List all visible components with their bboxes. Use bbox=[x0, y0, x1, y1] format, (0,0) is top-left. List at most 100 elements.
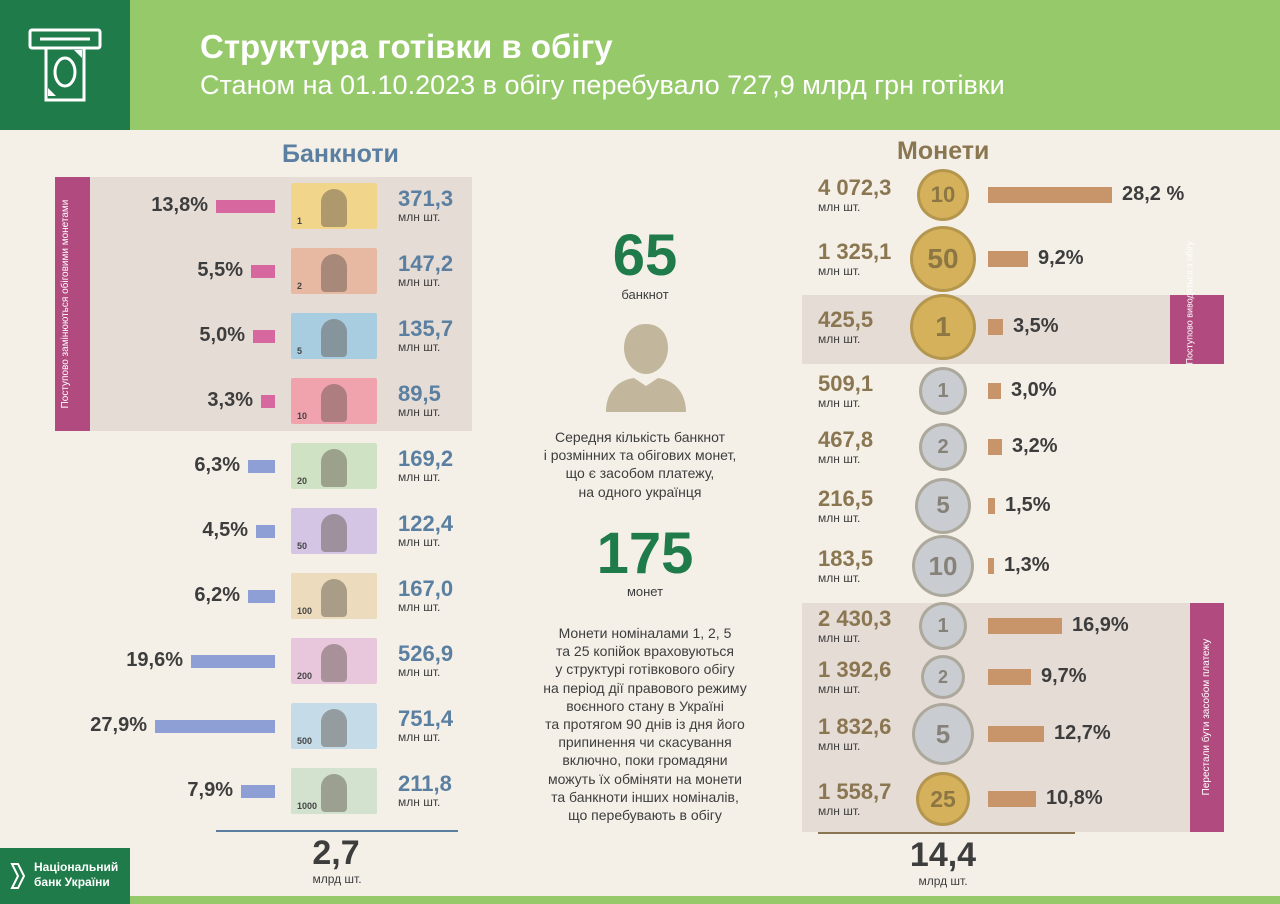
coin-count: 216,5 bbox=[818, 486, 874, 511]
banknote-portrait bbox=[321, 709, 347, 747]
coin-count-unit: млн шт. bbox=[818, 804, 861, 818]
banknote-count-unit: млн шт. bbox=[398, 535, 441, 549]
coins-total: 14,4 bbox=[909, 836, 977, 874]
coin-share: 10,8% bbox=[1046, 787, 1103, 809]
coin-count: 1 558,7 bbox=[818, 779, 892, 804]
coin-share: 12,7% bbox=[1054, 722, 1111, 744]
coin-image: 5 bbox=[915, 478, 971, 534]
banknote-count-unit: млн шт. bbox=[398, 665, 441, 679]
coins-total-line bbox=[818, 832, 1075, 834]
coin-share: 9,2% bbox=[1038, 247, 1084, 269]
notes-per-person-label: банкнот bbox=[621, 287, 669, 302]
coin-bar bbox=[988, 383, 1001, 399]
coin-count: 2 430,3 bbox=[818, 606, 892, 631]
banknote-count-unit: млн шт. bbox=[398, 405, 441, 419]
coin-bar bbox=[988, 669, 1031, 685]
coin-count: 1 392,6 bbox=[818, 657, 892, 682]
banknote-image: 1 bbox=[291, 183, 377, 229]
coin-count: 183,5 bbox=[818, 546, 874, 571]
banknote-denomination: 2 bbox=[297, 281, 303, 291]
banknotes-total-unit: млрд шт. bbox=[312, 872, 362, 886]
coins-ceased-label: Перестали бути засобом платежу bbox=[1201, 638, 1212, 796]
coin-share: 16,9% bbox=[1072, 614, 1129, 636]
page-subtitle: Станом на 01.10.2023 в обігу перебувало … bbox=[200, 70, 1005, 100]
footer-org-name: Національний банк України bbox=[34, 860, 119, 889]
banknote-denomination: 5 bbox=[297, 346, 303, 356]
banknote-bar bbox=[253, 330, 275, 343]
coin-share: 3,0% bbox=[1011, 379, 1057, 401]
banknote-share: 6,2% bbox=[194, 584, 240, 606]
average-description: Середня кількість банкнот і розмінних та… bbox=[543, 429, 737, 500]
banknote-share: 3,3% bbox=[207, 389, 253, 411]
coin-image: 10 bbox=[912, 535, 974, 597]
banknote-denomination: 50 bbox=[297, 541, 308, 551]
banknote-portrait bbox=[321, 319, 347, 357]
banknote-count-unit: млн шт. bbox=[398, 210, 441, 224]
banknote-bar bbox=[256, 525, 275, 538]
banknote-count: 135,7 bbox=[398, 316, 454, 341]
nbu-logo-icon bbox=[10, 863, 26, 889]
coin-bar bbox=[988, 439, 1002, 455]
banknote-share: 5,0% bbox=[199, 324, 245, 346]
coins-withdrawn-panel bbox=[802, 295, 1224, 364]
banknote-share: 13,8% bbox=[151, 194, 208, 216]
banknote-count-unit: млн шт. bbox=[398, 600, 441, 614]
coin-image: 10 bbox=[917, 169, 969, 221]
banknote-bar bbox=[251, 265, 275, 278]
banknote-portrait bbox=[321, 514, 347, 552]
banknote-count-unit: млн шт. bbox=[398, 730, 441, 744]
logo-box bbox=[0, 0, 130, 130]
coin-bar bbox=[988, 187, 1112, 203]
banknotes-replaced-band bbox=[55, 177, 90, 431]
footer-bar bbox=[130, 896, 1280, 904]
coin-image: 50 bbox=[910, 226, 976, 292]
footer-logo-box: Національний банк України bbox=[0, 848, 130, 904]
person-icon bbox=[606, 324, 686, 412]
banknote-image: 100 bbox=[291, 573, 377, 619]
notes-per-person: 65 bbox=[612, 223, 678, 288]
banknote-count: 211,8 bbox=[398, 771, 452, 796]
banknote-image: 2 bbox=[291, 248, 377, 294]
coin-image: 25 bbox=[916, 772, 970, 826]
banknote-count: 169,2 bbox=[398, 446, 454, 471]
coin-count-unit: млн шт. bbox=[818, 631, 861, 645]
page-title: Структура готівки в обігу bbox=[200, 28, 613, 65]
banknote-portrait bbox=[321, 384, 347, 422]
coin-share: 9,7% bbox=[1041, 665, 1087, 687]
coin-image: 1 bbox=[910, 294, 976, 360]
coin-count: 1 325,1 bbox=[818, 239, 892, 264]
banknote-portrait bbox=[321, 579, 347, 617]
coins-footnote: Монети номіналами 1, 2, 5 та 25 копійок … bbox=[543, 625, 747, 824]
coins-per-person: 175 bbox=[596, 521, 694, 586]
banknote-count: 122,4 bbox=[398, 511, 454, 536]
banknote-share: 7,9% bbox=[187, 779, 233, 801]
banknote-denomination: 10 bbox=[297, 411, 308, 421]
coin-count-unit: млн шт. bbox=[818, 264, 861, 278]
coins-title: Монети bbox=[897, 137, 990, 165]
banknotes-total: 2,7 bbox=[312, 834, 360, 872]
coin-count: 467,8 bbox=[818, 427, 874, 452]
coins-per-person-label: монет bbox=[626, 584, 664, 599]
banknote-denomination: 20 bbox=[297, 476, 308, 486]
banknote-share: 27,9% bbox=[90, 714, 147, 736]
banknote-bar bbox=[261, 395, 275, 408]
coin-share: 1,5% bbox=[1005, 494, 1051, 516]
banknote-portrait bbox=[321, 644, 347, 682]
banknote-bar bbox=[155, 720, 275, 733]
banknote-share: 5,5% bbox=[197, 259, 243, 281]
banknote-bar bbox=[248, 460, 275, 473]
cash-withdrawal-icon bbox=[28, 28, 102, 102]
banknote-portrait bbox=[321, 449, 347, 487]
banknote-image: 10 bbox=[291, 378, 377, 424]
coin-image: 2 bbox=[919, 423, 967, 471]
coin-bar bbox=[988, 558, 994, 574]
banknotes-total-line bbox=[216, 830, 458, 832]
coin-share: 1,3% bbox=[1004, 554, 1050, 576]
banknote-bar bbox=[248, 590, 275, 603]
banknote-bar bbox=[241, 785, 275, 798]
banknote-count: 751,4 bbox=[398, 706, 454, 731]
banknote-bar bbox=[191, 655, 275, 668]
coin-share: 3,5% bbox=[1013, 315, 1059, 337]
banknote-count: 147,2 bbox=[398, 251, 454, 276]
banknote-image: 50 bbox=[291, 508, 377, 554]
